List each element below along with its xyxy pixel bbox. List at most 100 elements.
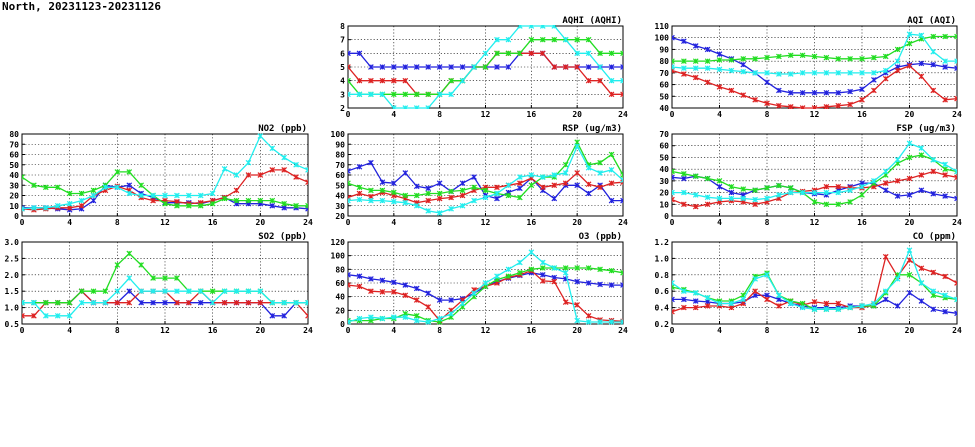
- blue-data-point: [425, 64, 432, 70]
- red-data-point: [425, 304, 432, 310]
- y-tick-label: 3.0: [5, 238, 20, 247]
- green-data-point: [539, 36, 546, 43]
- red-data-point: [692, 203, 699, 210]
- cyan-data-point: [402, 314, 409, 320]
- blue-data-point: [764, 79, 770, 86]
- cyan-data-point: [585, 319, 592, 325]
- o3-chart: 0 4 8 12 16 20 24 0 20 40 60 80 100 120 O3 (ppb): [315, 228, 628, 336]
- cyan-data-point: [66, 312, 73, 319]
- cyan-data-point: [102, 184, 109, 191]
- x-tick-label: 8: [437, 218, 442, 227]
- blue-data-point: [368, 64, 374, 70]
- green-data-point: [209, 200, 216, 207]
- cyan-data-point: [436, 315, 443, 322]
- cyan-data-point: [436, 210, 443, 216]
- co-chart: 0 4 8 12 16 20 24 0.2 0.4 0.6 0.8 1.0 1.2 CO (ppm): [640, 228, 965, 336]
- blue-data-point: [882, 187, 889, 194]
- red-data-point: [894, 67, 901, 74]
- red-data-point: [835, 300, 842, 307]
- red-data-point: [22, 312, 25, 319]
- y-tick-label: 50: [9, 161, 19, 170]
- green-data-point: [608, 151, 615, 158]
- green-data-point: [78, 288, 85, 295]
- blue-data-point: [551, 195, 558, 202]
- blue-data-point: [436, 297, 443, 303]
- cyan-data-point: [425, 208, 432, 214]
- red-data-point: [233, 299, 240, 306]
- y-tick-label: 5: [340, 63, 345, 72]
- plot-frame: [671, 241, 958, 325]
- cyan-data-point: [871, 300, 877, 307]
- x-tick-label: 20: [572, 110, 582, 119]
- blue-data-point: [716, 183, 723, 190]
- cyan-data-point: [740, 68, 747, 75]
- cyan-data-point: [269, 299, 276, 306]
- y-tick-label: 30: [659, 177, 669, 186]
- cyan-data-point: [882, 288, 889, 295]
- blue-data-point: [391, 279, 397, 286]
- green-data-point: [574, 36, 580, 43]
- red-data-point: [245, 299, 252, 306]
- green-data-point: [859, 192, 865, 198]
- cyan-data-point: [882, 67, 889, 74]
- green-data-point: [138, 262, 144, 268]
- blue-data-point: [704, 299, 711, 305]
- cyan-data-point: [31, 204, 37, 211]
- cyan-data-point: [597, 170, 603, 176]
- green-data-point: [528, 266, 535, 273]
- cyan-data-point: [681, 189, 687, 196]
- blue-data-point: [402, 170, 409, 176]
- cyan-data-point: [379, 315, 386, 322]
- red-data-point: [269, 167, 276, 173]
- red-data-point: [918, 73, 925, 80]
- y-tick-label: 80: [335, 151, 345, 160]
- green-data-point: [799, 300, 806, 307]
- cyan-data-point: [494, 36, 500, 43]
- cyan-series: [672, 31, 957, 77]
- cyan-data-point: [528, 249, 535, 256]
- y-tick-label: 10: [659, 200, 669, 209]
- green-data-point: [66, 190, 73, 197]
- blue-data-point: [413, 64, 420, 70]
- cyan-data-point: [245, 159, 252, 166]
- rsp-chart: 0 4 8 12 16 20 24 20 30 40 50 60 70 80 90 100 RSP (ug/m3…: [315, 120, 628, 228]
- green-data-point: [681, 58, 687, 64]
- blue-data-point: [379, 64, 386, 70]
- blue-data-point: [835, 89, 842, 96]
- blue-data-point: [585, 190, 592, 197]
- blue-data-point: [126, 182, 133, 189]
- cyan-data-point: [539, 25, 546, 29]
- red-data-point: [764, 100, 770, 107]
- cyan-data-point: [930, 48, 937, 55]
- green-data-point: [847, 199, 853, 205]
- cyan-data-point: [505, 182, 512, 189]
- blue-data-point: [942, 64, 948, 70]
- green-data-point: [505, 192, 512, 199]
- y-tick-label: 7: [340, 36, 345, 45]
- blue-data-point: [436, 64, 443, 70]
- green-data-point: [620, 172, 623, 178]
- red-data-point: [799, 105, 806, 109]
- red-data-point: [66, 204, 73, 211]
- red-data-point: [221, 299, 228, 306]
- x-tick-label: 24: [952, 110, 962, 119]
- cyan-data-point: [174, 192, 180, 199]
- green-data-point: [43, 299, 49, 306]
- blue-data-point: [281, 312, 287, 319]
- green-data-point: [930, 33, 937, 40]
- blue-data-point: [448, 64, 454, 70]
- cyan-data-point: [672, 189, 675, 196]
- red-data-point: [716, 84, 723, 90]
- green-data-point: [482, 187, 489, 194]
- x-tick-label: 12: [160, 218, 170, 227]
- x-tick-label: 4: [717, 218, 722, 227]
- cyan-data-point: [871, 70, 877, 76]
- red-data-point: [942, 273, 948, 280]
- cyan-data-point: [126, 190, 133, 197]
- cyan-data-point: [494, 190, 500, 197]
- red-data-point: [918, 172, 925, 178]
- blue-data-point: [918, 60, 925, 67]
- chart-title: RSP (ug/m3): [562, 124, 622, 134]
- red-data-point: [906, 63, 913, 69]
- green-data-point: [114, 169, 121, 175]
